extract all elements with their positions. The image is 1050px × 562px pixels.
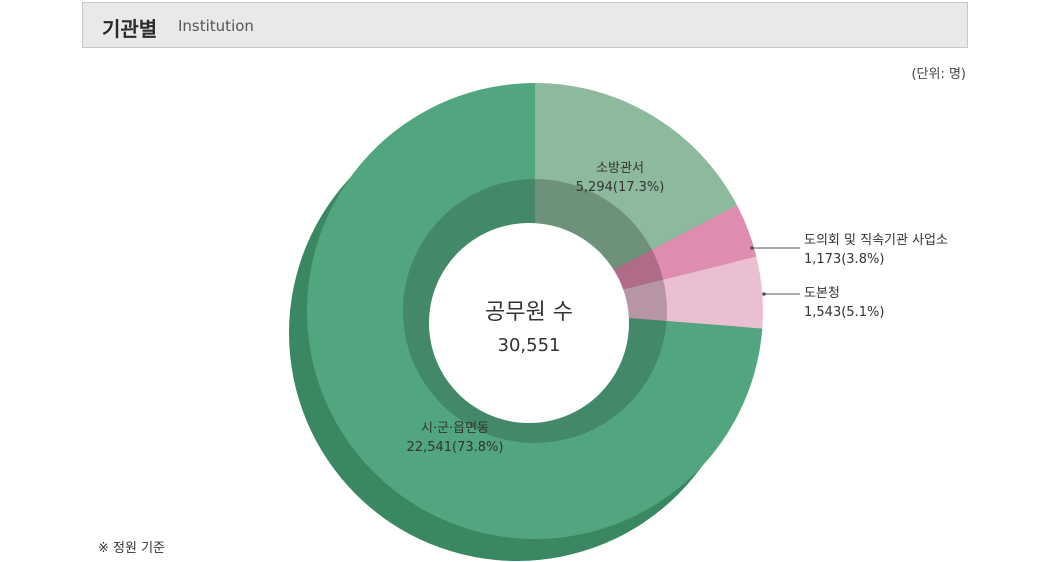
slice-label-city-county: 시·군·읍면동 bbox=[421, 421, 489, 436]
footnote: ※ 정원 기준 bbox=[98, 541, 165, 556]
center-value: 30,551 bbox=[498, 335, 561, 356]
unit-label: (단위: 명) bbox=[911, 67, 966, 82]
slice-label-provincial-office: 도본청 bbox=[804, 286, 840, 301]
slice-label-council-agencies: 도의회 및 직속기관 사업소 bbox=[804, 233, 948, 248]
slice-labels: 소방관서 5,294(17.3%) 도의회 및 직속기관 사업소 1,173(3.8%… bbox=[407, 161, 948, 455]
donut-hole bbox=[429, 223, 629, 423]
slice-label-fire-stations: 소방관서 bbox=[596, 161, 644, 176]
slice-value-provincial-office: 1,543(5.1%) bbox=[804, 305, 884, 320]
section-subtitle: Institution bbox=[178, 17, 254, 35]
center-title: 공무원 수 bbox=[485, 300, 573, 325]
leader-dot-provincial-office bbox=[762, 292, 766, 296]
slice-value-fire-stations: 5,294(17.3%) bbox=[576, 180, 665, 195]
section-title: 기관별 bbox=[102, 17, 158, 41]
section-header: 기관별 Institution bbox=[82, 2, 968, 48]
slice-value-council-agencies: 1,173(3.8%) bbox=[804, 252, 884, 267]
leader-dot-council-agencies bbox=[750, 246, 754, 250]
slice-value-city-county: 22,541(73.8%) bbox=[407, 440, 504, 455]
